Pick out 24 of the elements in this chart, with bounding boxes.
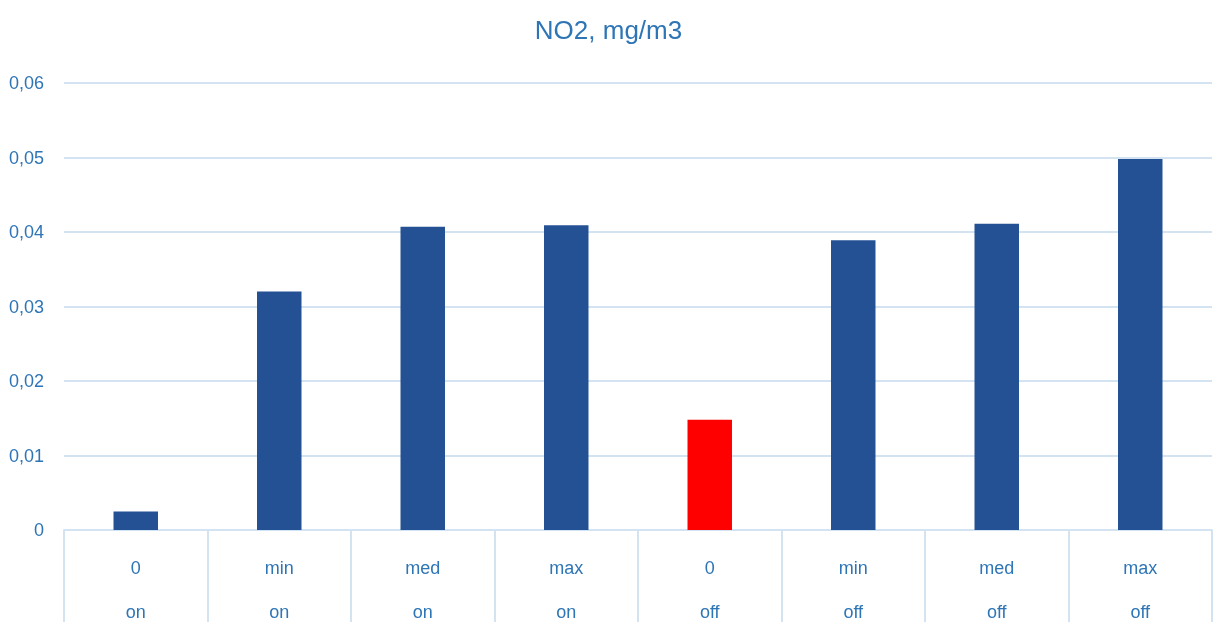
category-label: 0 on [125,558,146,622]
category-label: min off [838,558,868,622]
category-label: max on [549,558,584,622]
y-tick-label: 0,06 [8,73,44,93]
y-tick-label: 0,01 [8,445,44,466]
y-tick-label: 0,02 [8,371,44,391]
bar [687,419,732,530]
category-label: min on [264,558,294,622]
y-tick-label: 0,03 [8,296,44,317]
y-tick-label: 0,05 [8,147,44,168]
category-label: 0 off [699,558,720,622]
category-label: med on [405,558,441,622]
chart-title: NO2, mg/m3 [534,15,683,45]
bar [113,511,158,530]
bar [1118,158,1163,530]
category-label: med off [979,558,1015,622]
y-tick-label: 0 [33,520,44,540]
bar [974,223,1019,530]
category-label: max off [1123,558,1158,622]
bar [544,225,589,530]
bar [831,240,876,530]
y-tick-label: 0,04 [8,222,44,242]
bar [400,226,445,530]
bar [257,291,302,530]
